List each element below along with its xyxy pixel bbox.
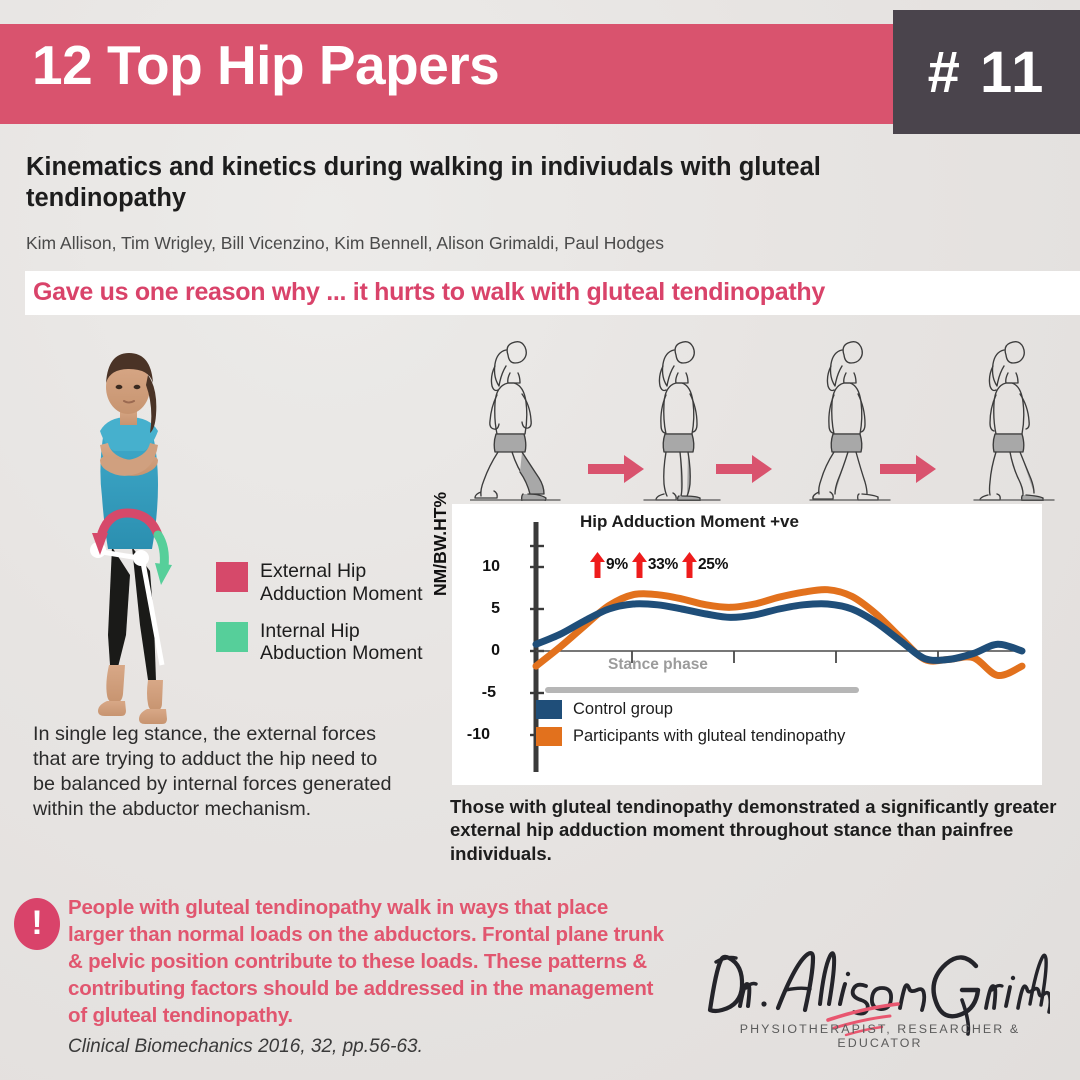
arrow-right-icon-1 (588, 455, 644, 483)
external-moment-swatch (216, 562, 248, 592)
control-group-label: Control group (573, 700, 673, 718)
conclusion-text: People with gluteal tendinopathy walk in… (68, 896, 664, 1028)
gait-cycle-sequence (469, 336, 1070, 503)
exclamation-badge: ! (14, 898, 60, 950)
header-bar (0, 24, 900, 124)
y-tick-10: 10 (482, 558, 500, 575)
chart-legend-item-participants: Participants with gluteal tendinopathy (536, 727, 845, 746)
left-explainer-text: In single leg stance, the external force… (33, 723, 392, 820)
single-leg-stance-illustration (90, 353, 172, 724)
series-line-control (532, 600, 1026, 664)
chart-legend: Control group Participants with gluteal … (536, 700, 845, 754)
tagline-strip (25, 271, 1080, 315)
annotation-0: 9% (590, 552, 628, 578)
gait-cycle-illustration (469, 341, 1055, 503)
arrow-right-icon-2 (716, 455, 772, 483)
up-arrow-icon (681, 552, 697, 578)
arrow-right-icon-3 (880, 455, 936, 483)
annotation-1: 33% (631, 552, 678, 578)
y-tick-neg10: -10 (466, 726, 490, 743)
legend-item-external: External Hip Adduction Moment (216, 560, 436, 606)
paper-authors: Kim Allison, Tim Wrigley, Bill Vicenzino… (26, 233, 665, 253)
y-tick-neg5: -5 (481, 684, 496, 701)
series-title: 12 Top Hip Papers (32, 34, 500, 96)
y-tick-5: 5 (491, 600, 500, 617)
chart-plot-area (530, 522, 1026, 772)
single-leg-stance-photo (56, 335, 241, 735)
y-tick-0: 0 (491, 642, 500, 659)
signature-logo-icon (707, 951, 1053, 1037)
citation-text: Clinical Biomechanics 2016, 32, pp.56-63… (68, 1036, 423, 1057)
up-arrow-icon (631, 552, 647, 578)
participants-label: Participants with gluteal tendinopathy (573, 727, 846, 745)
legend-item-internal: Internal Hip Abduction Moment (216, 620, 436, 666)
annotation-1-label: 33% (647, 556, 678, 573)
up-arrow-icon (590, 552, 605, 578)
participants-swatch (536, 727, 562, 746)
tagline-text: Gave us one reason why ... it hurts to w… (33, 278, 825, 306)
internal-moment-label: Internal Hip Abduction Moment (260, 619, 423, 665)
control-group-swatch (536, 700, 562, 719)
chart-title: Hip Adduction Moment +ve (580, 512, 799, 531)
chart-legend-item-control: Control group (536, 700, 845, 719)
paper-number-badge: # 11 (893, 10, 1080, 134)
annotation-2: 25% (681, 552, 729, 578)
stance-phase-label: Stance phase (608, 656, 708, 673)
paper-number-label: # 11 (927, 39, 1046, 105)
brand-signature (700, 938, 1053, 1043)
percent-increase-annotations: 9% 33% 25% (590, 552, 732, 578)
chart-y-axis-label: NM/BW.HT% (430, 491, 450, 596)
paper-title: Kinematics and kinetics during walking i… (26, 153, 821, 213)
brand-subtitle: PHYSIOTHERAPIST, RESEARCHER & EDUCATOR (739, 1022, 1021, 1050)
moment-legend: External Hip Adduction Moment Internal H… (216, 560, 436, 679)
exclamation-icon: ! (31, 904, 43, 942)
annotation-2-label: 25% (697, 556, 729, 573)
sequence-arrows (588, 455, 936, 483)
chart-caption: Those with gluteal tendinopathy demonstr… (450, 796, 1057, 864)
internal-moment-swatch (216, 621, 248, 652)
annotation-0-label: 9% (606, 556, 628, 573)
external-moment-label: External Hip Adduction Moment (260, 560, 423, 605)
hip-adduction-moment-chart: Hip Adduction Moment +ve NM/BW.HT% 10 5 … (430, 492, 1042, 785)
